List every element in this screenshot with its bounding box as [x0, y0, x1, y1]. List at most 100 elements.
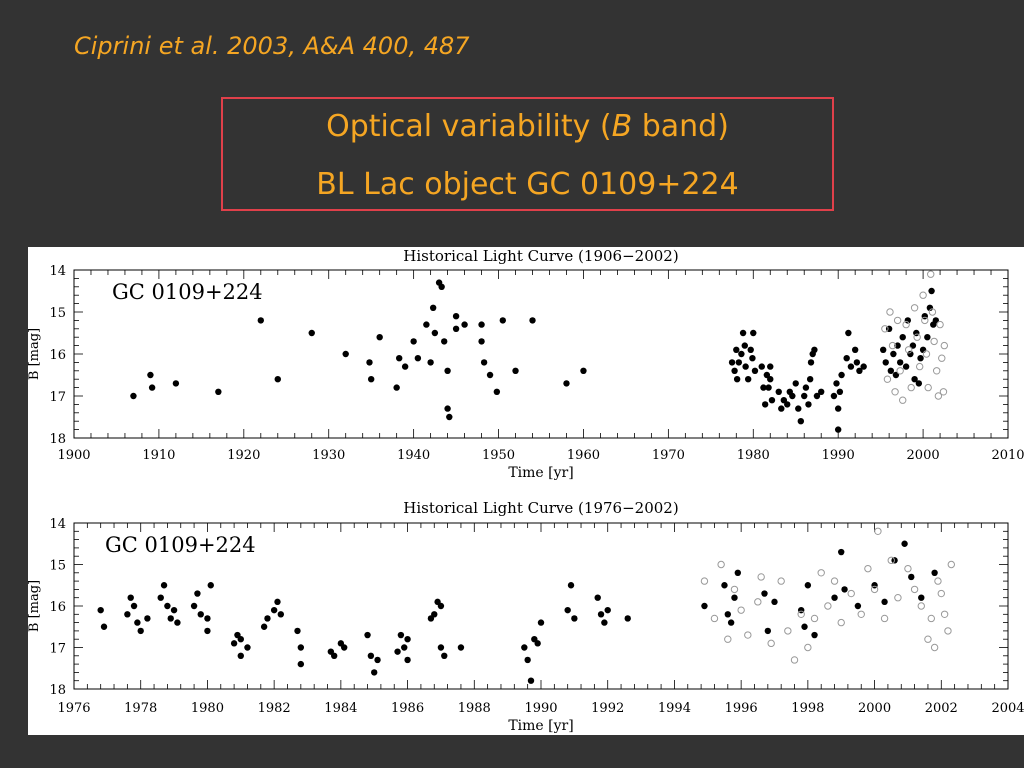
data-point	[902, 363, 910, 370]
data-point	[170, 606, 178, 614]
data-point-open	[927, 614, 935, 623]
data-point	[738, 350, 745, 358]
chart-title: Historical Light Curve (1976−2002)	[403, 499, 678, 517]
data-point	[270, 606, 278, 614]
data-point	[597, 611, 605, 618]
data-point	[427, 359, 434, 366]
data-point	[727, 619, 735, 626]
data-point-open	[797, 610, 805, 618]
data-point	[834, 405, 842, 412]
data-point-open	[930, 643, 939, 652]
data-point-open	[888, 341, 897, 350]
data-point	[452, 313, 460, 320]
x-tick-label: 1982	[258, 701, 291, 716]
data-point-open	[924, 635, 932, 643]
data-point	[918, 594, 925, 601]
data-point-open	[904, 346, 913, 354]
data-point	[741, 342, 748, 349]
y-tick-label: 18	[49, 432, 66, 447]
data-point	[851, 346, 859, 353]
data-point	[749, 355, 756, 362]
data-point	[911, 376, 918, 383]
data-point	[804, 582, 812, 589]
data-point-open	[922, 350, 931, 358]
data-point	[917, 355, 924, 362]
data-point	[274, 598, 281, 606]
x-tick-label: 2000	[858, 701, 891, 716]
data-point	[747, 346, 754, 353]
data-point	[563, 380, 570, 387]
data-point	[735, 359, 743, 366]
data-point-open	[893, 316, 902, 325]
data-point-open	[790, 656, 799, 664]
object-annotation: GC 0109+224	[105, 533, 256, 557]
data-point	[194, 590, 201, 597]
data-point	[371, 669, 378, 676]
data-point	[264, 615, 271, 622]
data-point	[744, 376, 752, 383]
data-point	[792, 380, 799, 387]
data-point	[480, 359, 488, 366]
slide-title-box: Optical variability (B band) BL Lac obje…	[221, 97, 834, 211]
data-point-open	[744, 631, 752, 639]
data-point	[899, 334, 906, 341]
data-point	[894, 342, 901, 349]
data-point-open	[940, 610, 949, 618]
x-tick-label: 1990	[524, 701, 557, 716]
data-point	[881, 598, 888, 606]
data-point-open	[830, 577, 839, 585]
x-tick-label: 1986	[391, 701, 424, 716]
data-point	[486, 371, 494, 379]
open-points-series	[881, 270, 949, 404]
data-point-open	[870, 585, 879, 594]
x-tick-label: 1998	[791, 701, 824, 716]
data-point	[818, 388, 825, 395]
data-point-open	[777, 577, 785, 585]
data-point	[457, 644, 465, 651]
data-point	[843, 355, 850, 362]
x-tick-label: 2002	[925, 701, 958, 716]
data-point	[932, 317, 940, 324]
data-point	[367, 376, 375, 383]
data-point	[594, 594, 601, 601]
data-point	[909, 342, 917, 349]
x-tick-label: 1970	[652, 448, 685, 463]
data-point	[364, 631, 371, 639]
data-point	[423, 321, 430, 328]
data-point	[833, 380, 840, 387]
data-point	[137, 627, 144, 635]
data-point	[767, 376, 774, 383]
data-point	[260, 623, 268, 630]
data-point	[160, 582, 168, 589]
data-point-open	[817, 569, 825, 577]
data-point	[892, 371, 900, 379]
data-point	[410, 338, 417, 345]
data-point	[237, 636, 244, 643]
data-point	[244, 644, 251, 651]
data-point	[148, 384, 156, 391]
data-point-open	[837, 618, 845, 627]
data-point	[724, 611, 731, 618]
data-point	[397, 631, 405, 639]
data-point-open	[804, 643, 812, 652]
filled-points-series	[97, 540, 938, 684]
data-point	[838, 548, 845, 556]
data-point	[366, 359, 373, 366]
data-point	[879, 346, 887, 353]
title-line-1: Optical variability (B band)	[223, 109, 832, 145]
data-point	[431, 329, 439, 337]
data-point	[197, 611, 204, 618]
x-tick-label: 1978	[124, 701, 157, 716]
data-point	[207, 582, 214, 589]
data-point	[444, 405, 451, 412]
data-point	[512, 367, 519, 374]
data-point	[404, 656, 411, 664]
data-point	[797, 418, 805, 425]
y-tick-label: 16	[49, 348, 66, 363]
data-point-open	[891, 388, 899, 396]
x-tick-label: 1996	[725, 701, 758, 716]
data-point	[890, 350, 897, 358]
data-point	[795, 405, 802, 412]
data-point-open	[847, 589, 855, 598]
data-point	[444, 367, 451, 374]
